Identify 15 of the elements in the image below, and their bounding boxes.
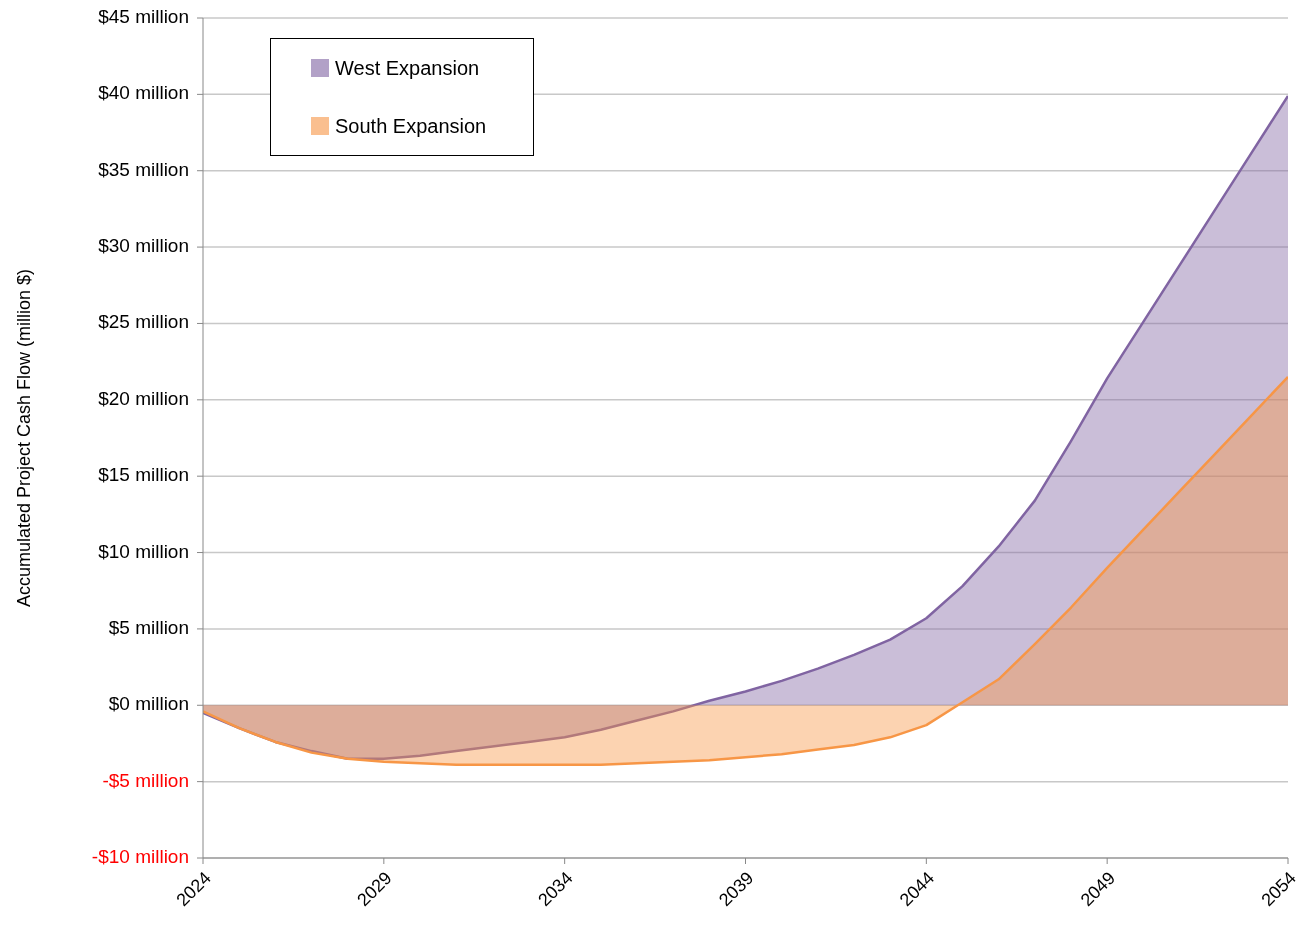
y-tick-label: $25 million: [98, 311, 189, 333]
y-tick-label: $5 million: [108, 616, 189, 638]
y-tick-label: -$10 million: [91, 846, 189, 868]
legend-label: West Expansion: [335, 56, 480, 80]
y-axis-title: Accumulated Project Cash Flow (million $): [14, 268, 35, 608]
y-tick-label: $30 million: [98, 235, 189, 257]
y-tick-label: $20 million: [98, 387, 189, 409]
y-tick-label: $45 million: [98, 6, 189, 28]
y-tick-label: $10 million: [98, 540, 189, 562]
y-tick-label: -$5 million: [102, 769, 189, 791]
y-tick-label: $0 million: [108, 693, 189, 715]
y-tick-label: $15 million: [98, 464, 189, 486]
legend-label: South Expansion: [335, 114, 487, 138]
y-tick-label: $35 million: [98, 158, 189, 180]
y-tick-label: $40 million: [98, 82, 189, 104]
